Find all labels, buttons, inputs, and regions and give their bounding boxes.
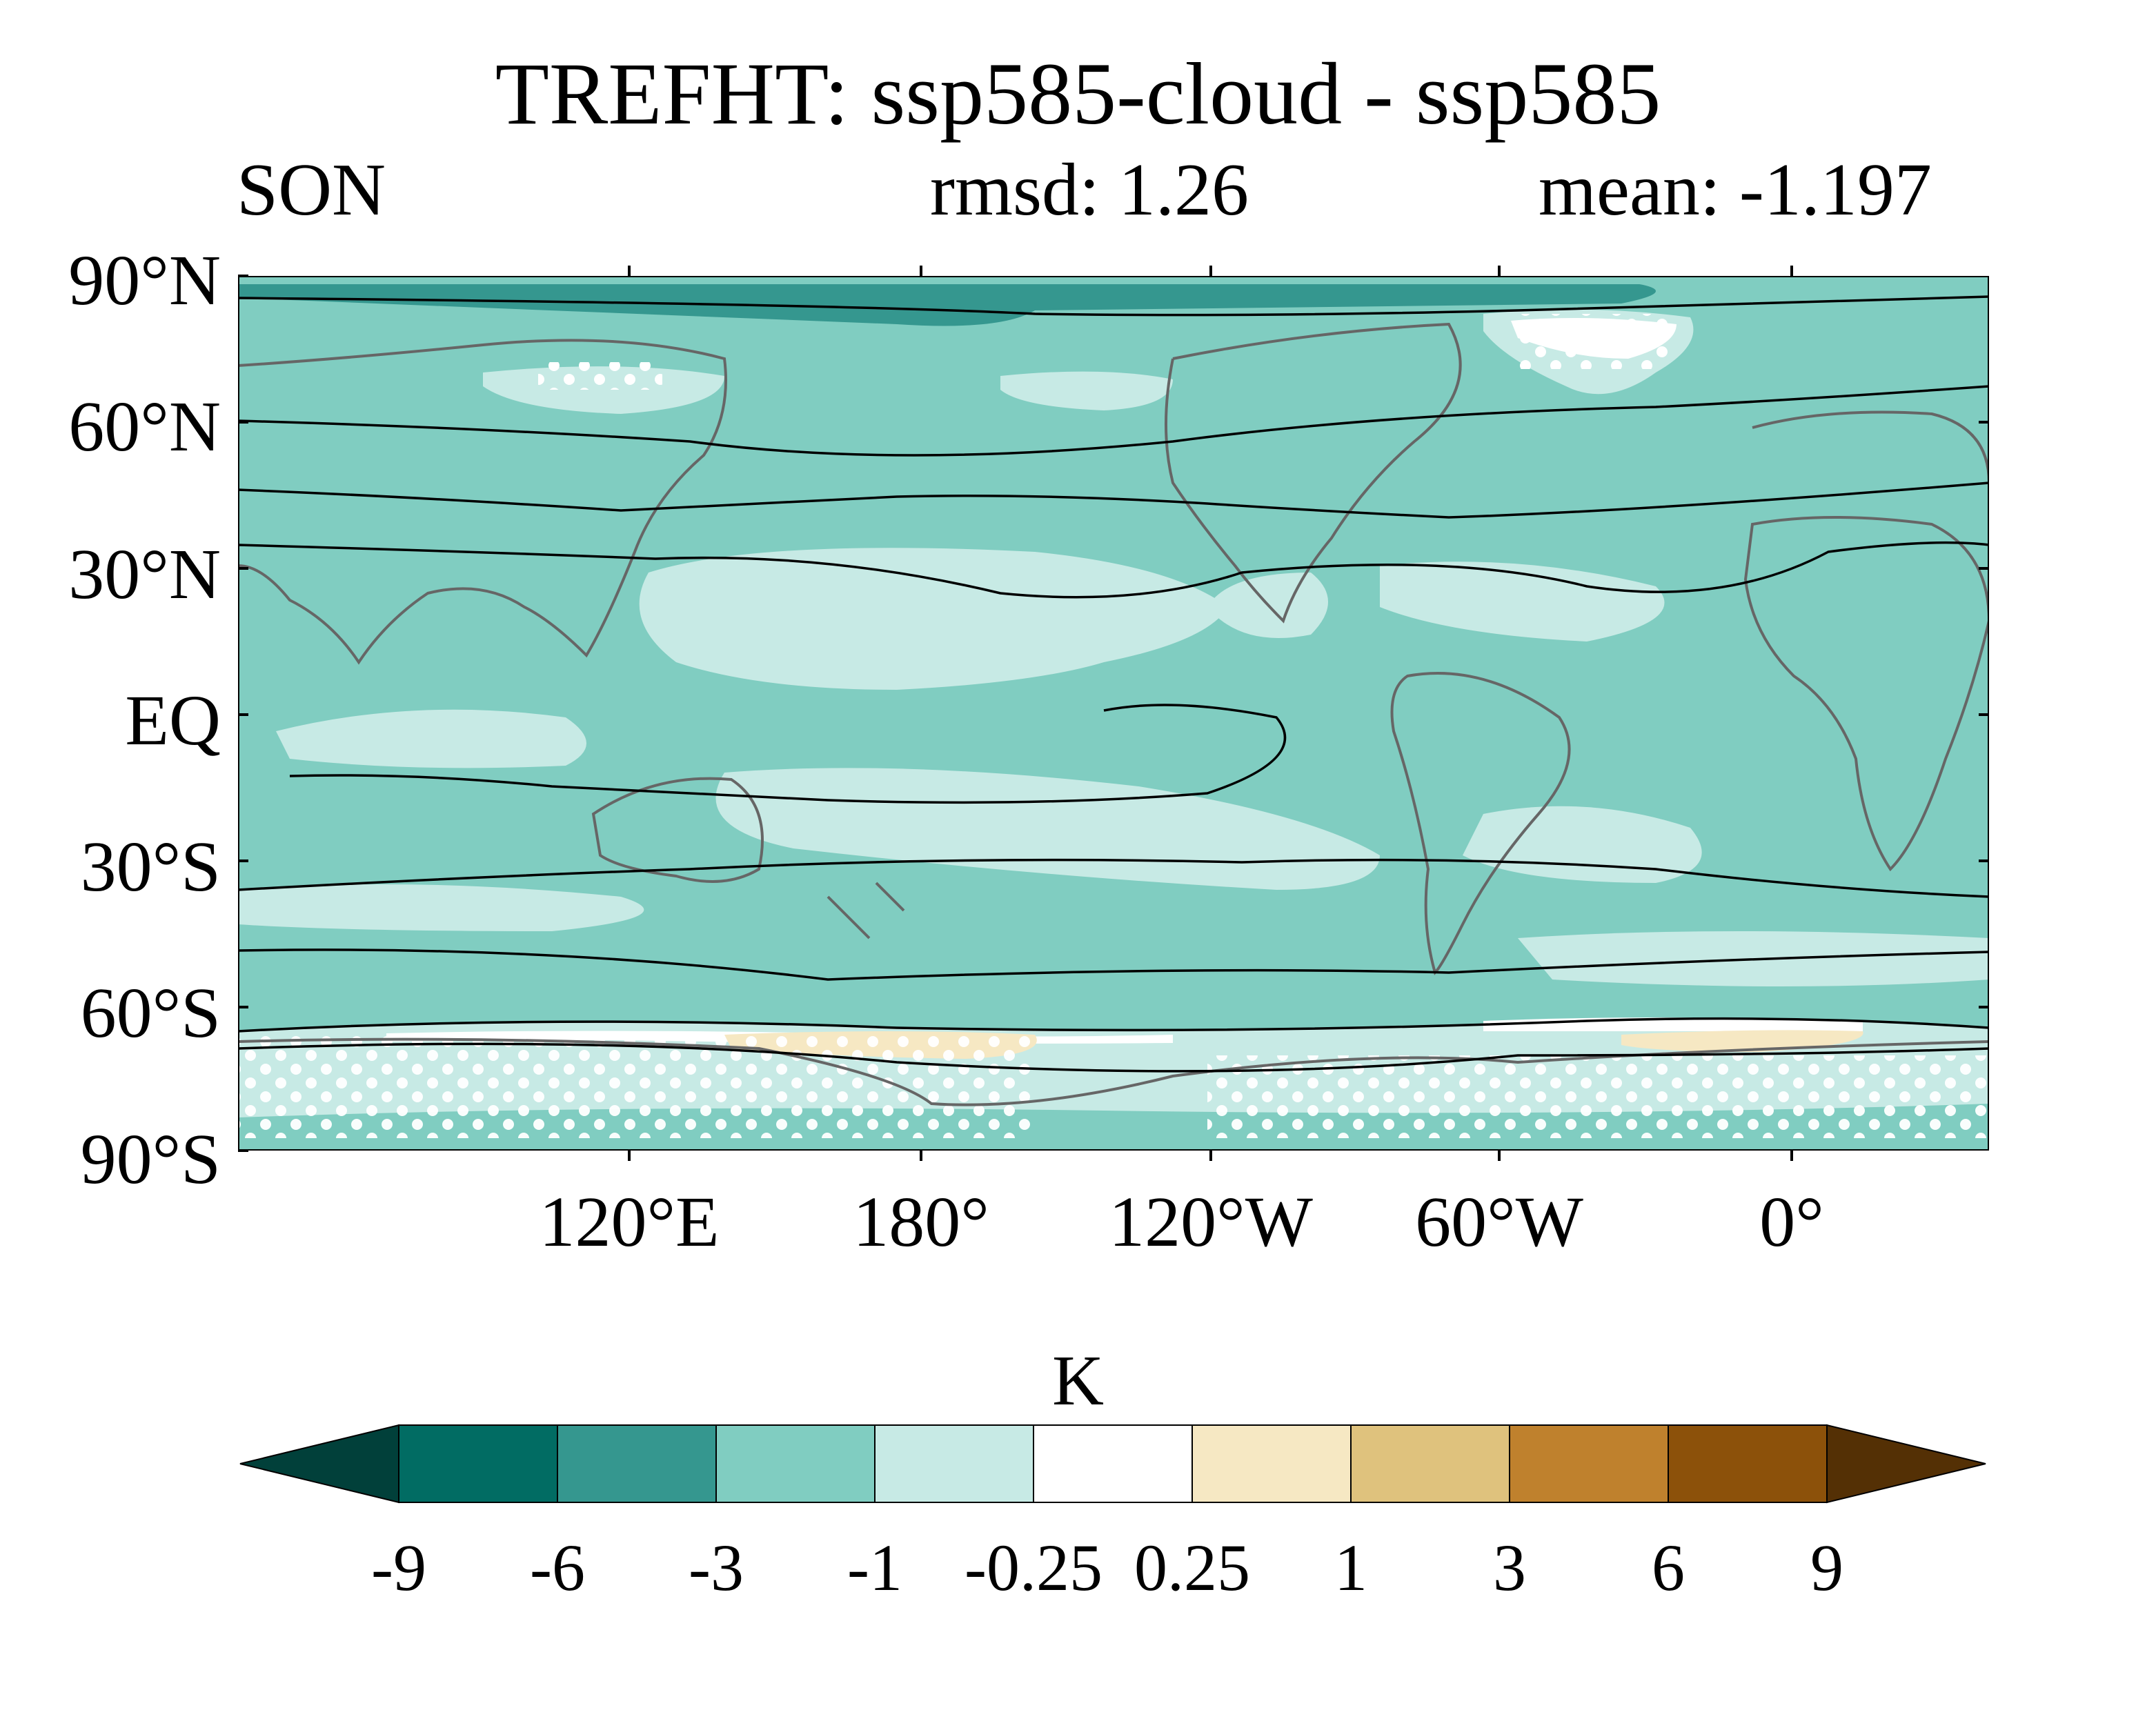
season-label: SON — [237, 149, 386, 231]
europe-coast — [1752, 410, 1989, 484]
colorbar-units: K — [1051, 1341, 1105, 1420]
map-ocean-field — [238, 276, 1989, 1151]
colorbar-segment — [1033, 1424, 1193, 1503]
lat-label-60s: 60°S — [80, 973, 221, 1053]
north-america-coast — [1165, 322, 1462, 624]
lon-label-180: 180° — [853, 1182, 989, 1262]
colorbar-extend-low — [239, 1424, 399, 1504]
map-title: TREFHT: ssp585-cloud - ssp585 — [495, 45, 1661, 143]
colorbar-segment — [1509, 1424, 1669, 1503]
lat-label-30s: 30°S — [80, 827, 221, 906]
colorbar-label: 1 — [1334, 1531, 1367, 1604]
colorbar-label: 6 — [1652, 1531, 1685, 1604]
asia-coast — [238, 339, 727, 665]
rmsd-label: rmsd: 1.26 — [930, 149, 1249, 231]
colorbar-label: 3 — [1493, 1531, 1526, 1604]
colorbar-segment — [715, 1424, 876, 1503]
africa-coast — [1743, 516, 1989, 872]
lon-label-120w: 120°W — [1109, 1182, 1313, 1262]
tropical-pacific-light — [639, 548, 1228, 690]
indian-ocean-light — [276, 709, 586, 768]
map-panel — [238, 276, 1989, 1151]
lon-label-0: 0° — [1759, 1182, 1824, 1262]
colorbar-label: 9 — [1810, 1531, 1843, 1604]
colorbar-label: 0.25 — [1134, 1531, 1250, 1604]
lat-label-eq: EQ — [125, 681, 221, 760]
axis-ticks — [238, 266, 1989, 1161]
colorbar-segment — [1350, 1424, 1510, 1503]
north-atlantic-light — [1380, 561, 1665, 642]
colorbar-label: -6 — [530, 1531, 585, 1604]
colorbar-segment — [557, 1424, 717, 1503]
lat-label-90s: 90°S — [80, 1120, 221, 1199]
lat-label-60n: 60°N — [68, 387, 221, 466]
lat-label-30n: 30°N — [68, 535, 221, 614]
colorbar-label: -0.25 — [965, 1531, 1102, 1604]
colorbar-segment — [1668, 1424, 1828, 1503]
colorbar-label: -9 — [371, 1531, 426, 1604]
colorbar-label: -1 — [847, 1531, 902, 1604]
mean-label: mean: -1.197 — [1539, 149, 1932, 231]
colorbar-extend-high — [1826, 1424, 1986, 1504]
colorbar-segment — [398, 1424, 558, 1503]
climatology-contours — [238, 295, 1989, 1073]
south-pacific-light — [715, 768, 1380, 890]
stipple-greenland — [1518, 314, 1670, 369]
stipple-antarctic-west — [238, 1035, 1031, 1138]
stipple-antarctic-east — [1207, 1055, 1989, 1138]
colorbar-label: -3 — [689, 1531, 744, 1604]
lat-label-90n: 90°N — [68, 241, 221, 320]
arctic-cool-band — [238, 281, 1656, 326]
south-america-coast — [1390, 672, 1571, 975]
colorbar — [239, 1424, 1986, 1504]
lon-label-120e: 120°E — [539, 1182, 720, 1262]
colorbar-segment — [874, 1424, 1034, 1503]
lon-label-60w: 60°W — [1415, 1182, 1583, 1262]
colorbar-segment — [1191, 1424, 1352, 1503]
